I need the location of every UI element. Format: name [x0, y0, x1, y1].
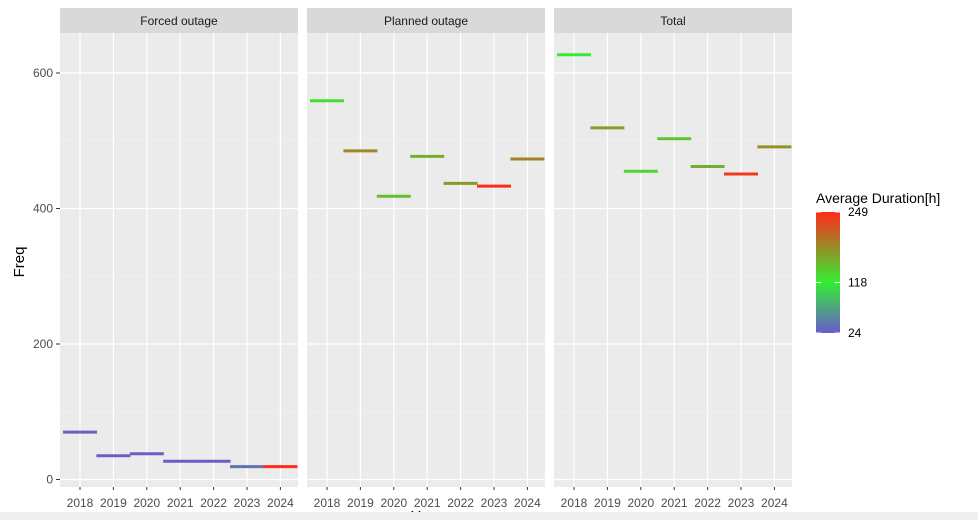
x-tick-label: 2022 [200, 496, 227, 510]
facet-strip [60, 8, 298, 33]
y-tick-label: 600 [33, 66, 53, 80]
x-tick-label: 2024 [267, 496, 294, 510]
x-tick-label: 2021 [414, 496, 441, 510]
facet-panel: Planned outage 2018 2019 2020 2021 2022 2023 20… [307, 8, 545, 510]
x-tick-label: 2020 [380, 496, 407, 510]
y-axis-title: Freq [11, 247, 28, 278]
legend-title: Average Duration[h] [816, 190, 940, 206]
x-tick-label: 2022 [694, 496, 721, 510]
x-tick-label: 2020 [627, 496, 654, 510]
y-tick-label: 400 [33, 202, 53, 216]
panel-background [60, 33, 298, 487]
x-tick-label: 2022 [447, 496, 474, 510]
y-tick-label: 200 [33, 337, 53, 351]
legend-break-label: 118 [848, 275, 867, 289]
x-tick-label: 2023 [728, 496, 755, 510]
facet-strip [554, 8, 792, 33]
legend-ticks: 249 118 24 [816, 205, 868, 340]
facet-panel: Total 2018 2019 2020 2021 2022 2023 2024 [554, 8, 792, 510]
y-tick-label: 0 [46, 473, 53, 487]
x-tick-label: 2018 [314, 496, 341, 510]
x-tick-label: 2023 [481, 496, 508, 510]
x-tick-label: 2023 [234, 496, 261, 510]
x-tick-label: 2021 [167, 496, 194, 510]
facet-strip-label: Total [660, 14, 685, 28]
x-tick-label: 2019 [100, 496, 127, 510]
legend-break-label: 24 [848, 326, 862, 340]
x-tick-label: 2018 [67, 496, 94, 510]
x-tick-label: 2019 [594, 496, 621, 510]
facet-strip [307, 8, 545, 33]
x-tick-label: 2024 [761, 496, 788, 510]
x-tick-label: 2018 [561, 496, 588, 510]
legend-break-label: 249 [848, 205, 868, 219]
color-legend: Average Duration[h] 249 118 24 [816, 190, 940, 340]
facet-panels: Forced outage 2018 2019 2020 2021 2022 2023 202… [60, 8, 792, 510]
facet-strip-label: Forced outage [140, 14, 218, 28]
panel-background [554, 33, 792, 487]
panel-background [307, 33, 545, 487]
x-tick-label: 2019 [347, 496, 374, 510]
x-tick-label: 2021 [661, 496, 688, 510]
legend-colorbar [816, 212, 840, 333]
facet-panel: Forced outage 2018 2019 2020 2021 2022 2023 202… [60, 8, 298, 510]
x-tick-label: 2024 [514, 496, 541, 510]
footer-bar [0, 512, 978, 520]
x-tick-label: 2020 [133, 496, 160, 510]
facet-strip-label: Planned outage [384, 14, 468, 28]
y-axis: 0 200 400 600 [33, 66, 60, 487]
